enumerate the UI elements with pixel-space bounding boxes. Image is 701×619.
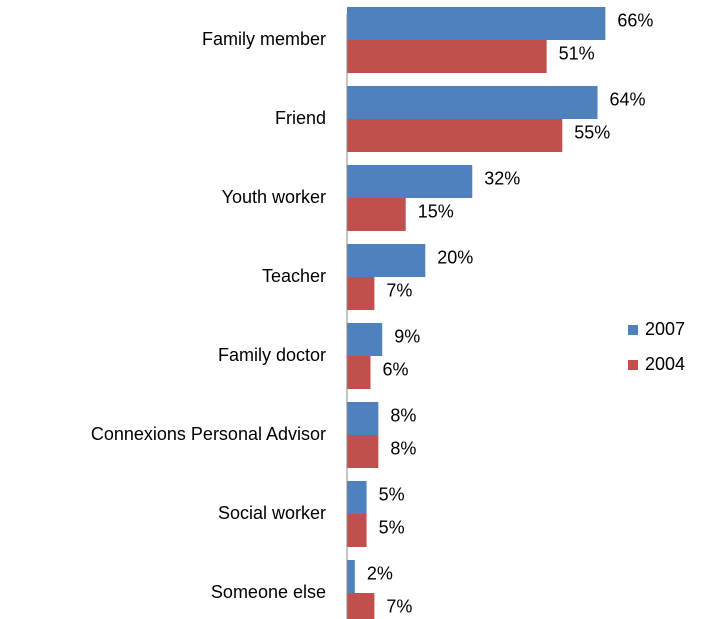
bar xyxy=(347,40,547,73)
value-label: 6% xyxy=(382,359,408,379)
value-label: 66% xyxy=(617,10,653,30)
value-label: 55% xyxy=(574,122,610,142)
bar xyxy=(347,323,383,356)
value-label: 9% xyxy=(394,326,420,346)
legend-swatch xyxy=(628,325,638,335)
category-label: Family doctor xyxy=(218,345,326,365)
bar xyxy=(347,119,563,152)
value-label: 5% xyxy=(379,517,405,537)
bar xyxy=(347,435,379,468)
bar xyxy=(347,593,375,619)
bar xyxy=(347,356,371,389)
value-label: 7% xyxy=(386,596,412,616)
legend-label: 2004 xyxy=(645,354,685,374)
value-label: 32% xyxy=(484,168,520,188)
value-label: 8% xyxy=(390,405,416,425)
category-label: Family member xyxy=(202,29,326,49)
bar xyxy=(347,165,473,198)
category-label: Someone else xyxy=(211,582,326,602)
category-label: Youth worker xyxy=(222,187,326,207)
value-label: 2% xyxy=(367,563,393,583)
value-label: 64% xyxy=(610,89,646,109)
bar xyxy=(347,402,379,435)
value-label: 7% xyxy=(386,280,412,300)
bar xyxy=(347,481,367,514)
bar xyxy=(347,277,375,310)
bar xyxy=(347,86,598,119)
legend-label: 2007 xyxy=(645,319,685,339)
category-label: Teacher xyxy=(262,266,326,286)
category-label: Connexions Personal Advisor xyxy=(91,424,326,444)
bar xyxy=(347,560,355,593)
bar xyxy=(347,7,606,40)
legend-swatch xyxy=(628,360,638,370)
value-label: 20% xyxy=(437,247,473,267)
category-label: Social worker xyxy=(218,503,326,523)
bar xyxy=(347,198,406,231)
bar xyxy=(347,244,426,277)
bar xyxy=(347,514,367,547)
value-label: 5% xyxy=(379,484,405,504)
value-label: 15% xyxy=(418,201,454,221)
value-label: 51% xyxy=(559,43,595,63)
value-label: 8% xyxy=(390,438,416,458)
category-label: Friend xyxy=(275,108,326,128)
